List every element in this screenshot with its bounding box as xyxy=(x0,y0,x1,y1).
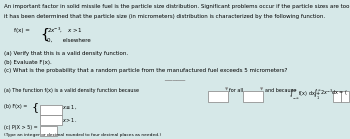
Text: (c) What is the probability that a random particle from the manufactured fuel ex: (c) What is the probability that a rando… xyxy=(4,68,287,73)
Text: (a) The function f(x) is a valid density function because: (a) The function f(x) is a valid density… xyxy=(4,88,139,93)
Text: $x > 1.$: $x > 1.$ xyxy=(62,116,77,124)
Text: ▼: ▼ xyxy=(260,88,263,92)
Text: f(x) =: f(x) = xyxy=(14,28,30,33)
Text: (a) Verify that this is a valid density function.: (a) Verify that this is a valid density … xyxy=(4,51,128,56)
Text: (c) P(X > 5) =: (c) P(X > 5) = xyxy=(4,125,37,130)
Text: $\int_{-\infty}^{\infty}$f(x) dx +: $\int_{-\infty}^{\infty}$f(x) dx + xyxy=(289,88,321,101)
Text: and because: and because xyxy=(265,88,296,93)
Text: ▼: ▼ xyxy=(225,88,228,92)
Text: (Type an integer or decimal rounded to four decimal places as needed.): (Type an integer or decimal rounded to f… xyxy=(4,133,161,137)
Text: $2x^{-3}$dx = (   )$|_1^{\infty}$ =: $2x^{-3}$dx = ( )$|_1^{\infty}$ = xyxy=(320,88,350,98)
Text: {: { xyxy=(40,28,49,42)
Text: it has been determined that the particle size (in micrometers) distribution is c: it has been determined that the particle… xyxy=(4,14,325,19)
Text: 0,      elsewhere: 0, elsewhere xyxy=(47,38,91,43)
Text: ─────: ───── xyxy=(164,78,186,84)
Text: $\int_{1}^{\infty}$: $\int_{1}^{\infty}$ xyxy=(313,88,322,102)
Text: for all: for all xyxy=(229,88,243,93)
Text: (b) F(x) =: (b) F(x) = xyxy=(4,104,27,109)
Text: (b) Evaluate F(x).: (b) Evaluate F(x). xyxy=(4,60,51,65)
Text: {: { xyxy=(32,102,38,112)
Text: $2x^{-3},$   $x > 1$: $2x^{-3},$ $x > 1$ xyxy=(47,25,83,34)
Text: $x \leq 1,$: $x \leq 1,$ xyxy=(62,104,77,111)
Text: An important factor in solid missile fuel is the particle size distribution. Sig: An important factor in solid missile fue… xyxy=(4,4,350,9)
